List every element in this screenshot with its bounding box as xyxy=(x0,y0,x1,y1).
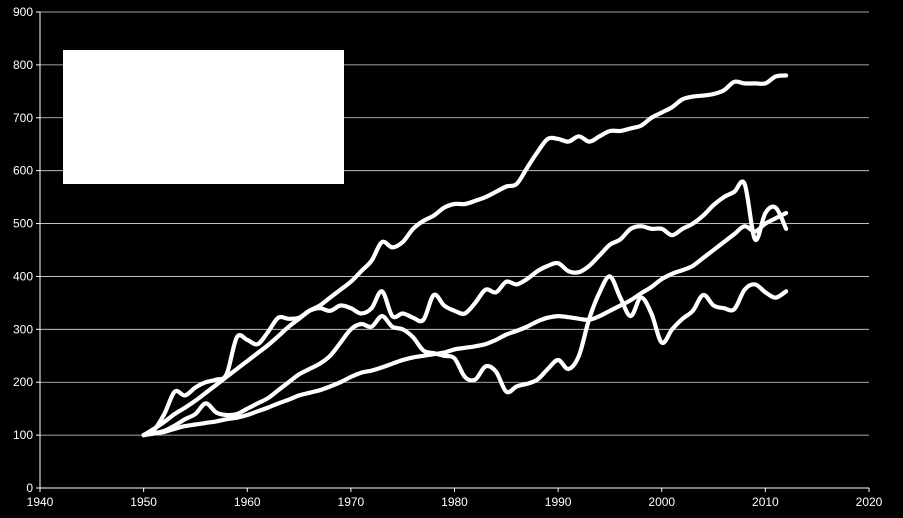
series-line-2 xyxy=(141,179,789,438)
x-tick-label: 1980 xyxy=(441,495,468,509)
series-line-4 xyxy=(141,210,789,438)
x-tick-label: 1950 xyxy=(130,495,157,509)
x-tick-label: 1940 xyxy=(27,495,54,509)
y-tick-label: 900 xyxy=(13,5,33,19)
y-tick-label: 600 xyxy=(13,164,33,178)
x-axis-tick-labels: 1940 1950 1960 1970 1980 1990 2000 2010 2020 xyxy=(27,488,883,509)
y-tick-label: 500 xyxy=(13,217,33,231)
x-tick-label: 2020 xyxy=(856,495,883,509)
y-tick-label: 400 xyxy=(13,269,33,283)
x-tick-label: 1990 xyxy=(545,495,572,509)
series-lines xyxy=(141,73,789,438)
y-tick-label: 800 xyxy=(13,58,33,72)
y-tick-label: 700 xyxy=(13,111,33,125)
x-tick-label: 1970 xyxy=(338,495,365,509)
y-axis-tick-labels: 0 100 200 300 400 500 600 700 800 900 xyxy=(13,5,40,495)
x-tick-label: 2010 xyxy=(752,495,779,509)
series-line-3 xyxy=(141,274,789,438)
y-tick-label: 200 xyxy=(13,375,33,389)
y-tick-label: 300 xyxy=(13,322,33,336)
x-tick-label: 2000 xyxy=(648,495,675,509)
legend-box xyxy=(63,50,344,184)
y-tick-label: 0 xyxy=(26,481,33,495)
x-tick-label: 1960 xyxy=(234,495,261,509)
series-line-1 xyxy=(141,73,789,438)
y-tick-label: 100 xyxy=(13,428,33,442)
